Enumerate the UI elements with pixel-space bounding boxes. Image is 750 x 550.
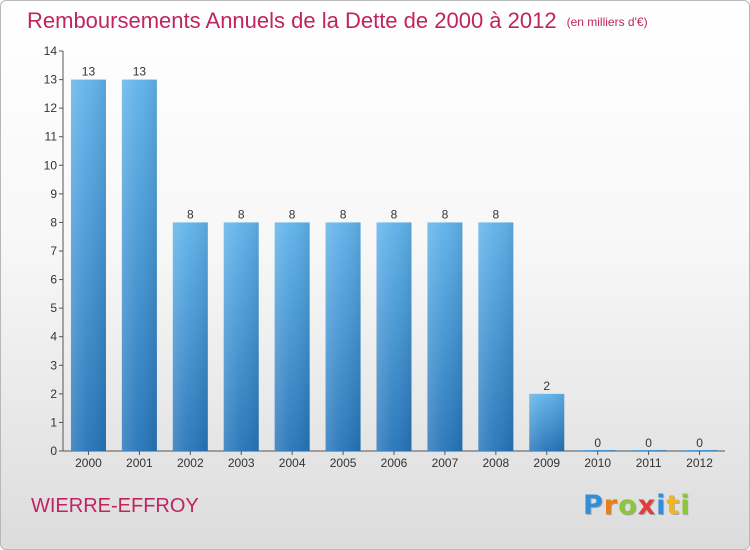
bar-value-label: 8 xyxy=(391,207,398,221)
x-tick-label: 2004 xyxy=(279,456,306,470)
y-tick-label: 2 xyxy=(50,387,57,401)
bar-value-label: 8 xyxy=(187,207,194,221)
bar-value-label: 8 xyxy=(493,207,500,221)
bar-shine xyxy=(121,79,157,452)
logo-letter: i xyxy=(656,490,667,521)
x-tick-label: 2003 xyxy=(228,456,255,470)
chart-bars xyxy=(70,79,718,452)
bar-shine xyxy=(376,222,412,451)
bar-shine xyxy=(478,222,514,451)
bar-value-label: 0 xyxy=(594,436,601,450)
bar-shine xyxy=(325,222,361,451)
logo-letter: r xyxy=(603,490,619,521)
y-tick-label: 1 xyxy=(50,415,57,429)
bar-value-label: 8 xyxy=(289,207,296,221)
bar-shine xyxy=(223,222,259,451)
commune-name: WIERRE-EFFROY xyxy=(31,495,199,517)
bar-shine xyxy=(529,393,565,451)
y-tick-label: 14 xyxy=(44,44,58,58)
logo-letter: i xyxy=(680,490,691,521)
bar-value-label: 13 xyxy=(133,65,147,79)
x-tick-label: 2002 xyxy=(177,456,204,470)
bar-shine xyxy=(631,450,667,451)
chart-title-text: Remboursements Annuels de la Dette de 20… xyxy=(27,8,557,33)
bar-value-label: 13 xyxy=(82,65,96,79)
bar-value-label: 0 xyxy=(696,436,703,450)
x-tick-label: 2011 xyxy=(636,456,662,470)
y-tick-label: 8 xyxy=(50,215,57,229)
y-tick-label: 7 xyxy=(50,244,57,258)
x-tick-label: 2000 xyxy=(75,456,102,470)
chart-labels: 2000132001132002820038200482005820068200… xyxy=(75,65,713,470)
x-tick-label: 2012 xyxy=(686,456,713,470)
x-tick-label: 2009 xyxy=(533,456,560,470)
bar-value-label: 8 xyxy=(340,207,347,221)
y-tick-label: 12 xyxy=(44,101,58,115)
bar-shine xyxy=(427,222,463,451)
bar-shine xyxy=(274,222,310,451)
proxiti-logo: Proxiti xyxy=(583,489,691,523)
bar-shine xyxy=(682,450,718,451)
x-tick-label: 2005 xyxy=(330,456,357,470)
bar-shine xyxy=(70,79,106,452)
y-tick-label: 11 xyxy=(45,130,58,144)
chart-subtitle: (en milliers d'€) xyxy=(566,15,648,29)
bar-value-label: 2 xyxy=(543,379,550,393)
logo-letter: o xyxy=(618,490,638,521)
logo-letter: x xyxy=(637,490,657,521)
y-tick-label: 6 xyxy=(50,273,57,287)
y-tick-label: 4 xyxy=(50,330,57,344)
bar-shine xyxy=(172,222,208,451)
y-tick-label: 9 xyxy=(50,187,57,201)
y-tick-label: 3 xyxy=(50,358,57,372)
x-tick-label: 2008 xyxy=(482,456,509,470)
bar-shine xyxy=(580,450,616,451)
x-tick-label: 2006 xyxy=(381,456,408,470)
logo-letter: t xyxy=(666,490,681,521)
logo-letter: P xyxy=(583,490,604,521)
y-tick-label: 13 xyxy=(44,73,58,87)
y-tick-label: 5 xyxy=(50,301,57,315)
x-tick-label: 2001 xyxy=(126,456,153,470)
bar-value-label: 0 xyxy=(645,436,652,450)
y-tick-label: 10 xyxy=(44,158,58,172)
y-tick-label: 0 xyxy=(50,444,57,458)
bar-value-label: 8 xyxy=(238,207,245,221)
bar-value-label: 8 xyxy=(442,207,449,221)
chart-title: Remboursements Annuels de la Dette de 20… xyxy=(27,7,648,36)
x-tick-label: 2010 xyxy=(584,456,611,470)
x-tick-label: 2007 xyxy=(432,456,459,470)
